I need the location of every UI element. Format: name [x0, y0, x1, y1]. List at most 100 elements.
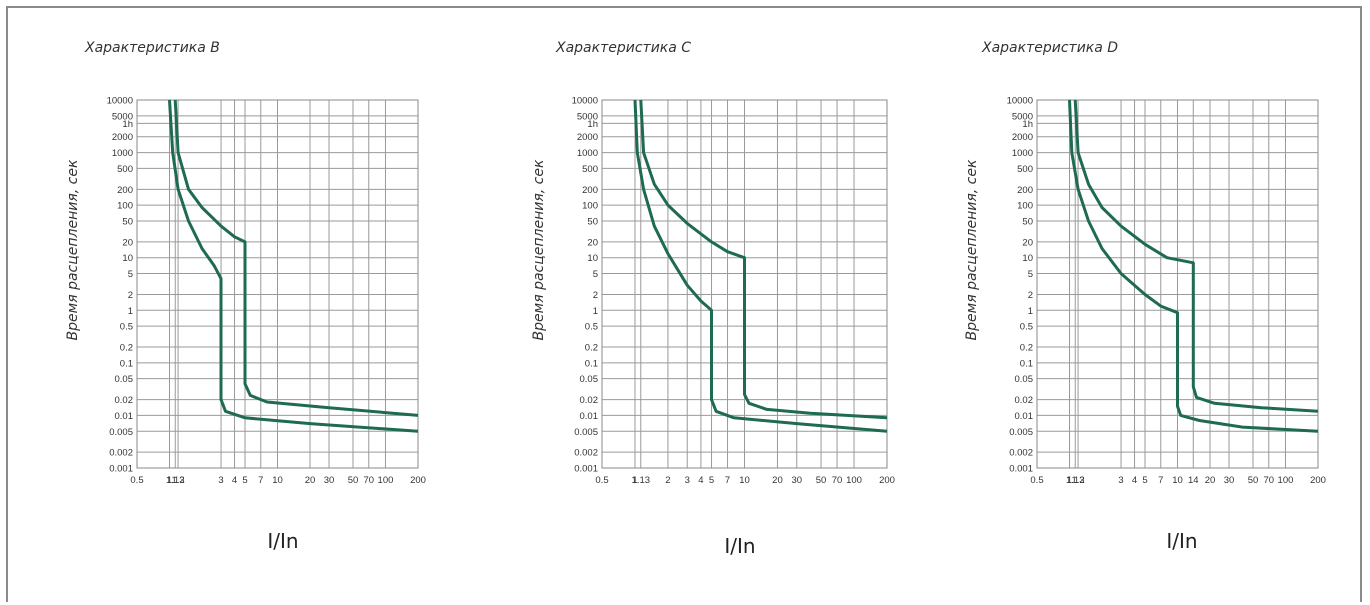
- y-tick-label: 10000: [1007, 96, 1033, 107]
- y-tick-label: 5: [128, 269, 133, 280]
- y-tick-label: 2: [593, 290, 598, 301]
- y-tick-label: 2: [128, 290, 133, 301]
- y-tick-label: 0.001: [574, 464, 598, 475]
- y-tick-label: 1: [128, 306, 133, 317]
- y-tick-label: 0.001: [109, 464, 133, 475]
- x-tick-label: 30: [791, 475, 802, 486]
- x-tick-label: 70: [1263, 475, 1274, 486]
- y-tick-label: 50: [1022, 216, 1033, 227]
- y-tick-label: 5000: [112, 111, 133, 122]
- x-tick-label: 1.13: [632, 475, 651, 486]
- lower-trip-curve: [633, 99, 888, 433]
- plot-border: [601, 99, 888, 469]
- x-tick-label: 0.5: [595, 475, 608, 486]
- x-tick-label: 7: [258, 475, 263, 486]
- x-tick-label: 50: [1248, 475, 1259, 486]
- x-tick-label: 1: [1067, 475, 1072, 486]
- y-tick-label: 0.002: [1009, 448, 1033, 459]
- y-tick-label: 1000: [112, 148, 133, 159]
- y-tick-label: 50: [587, 216, 598, 227]
- y-tick-label: 1000: [1012, 148, 1033, 159]
- upper-trip-curve: [173, 99, 419, 417]
- x-tick-label: 2: [665, 475, 670, 486]
- plot-border: [1036, 99, 1319, 469]
- y-tick-label: 50: [122, 216, 133, 227]
- figure-frame: [6, 6, 1362, 602]
- x-tick-label: 5: [1142, 475, 1147, 486]
- lower-trip-curve: [1068, 99, 1319, 433]
- y-tick-label: 0.005: [574, 427, 598, 438]
- upper-trip-curve: [1073, 99, 1319, 413]
- x-tick-label: 1: [167, 475, 172, 486]
- x-tick-label: 200: [410, 475, 426, 486]
- y-tick-label: 100: [117, 201, 133, 212]
- x-tick-label: 100: [378, 475, 394, 486]
- y-tick-label: 0.1: [1020, 358, 1033, 369]
- y-tick-label: 500: [1017, 164, 1033, 175]
- y-tick-label: 0.02: [115, 395, 134, 406]
- x-tick-label: 1.13: [1066, 475, 1085, 486]
- x-tick-label: 200: [1310, 475, 1326, 486]
- y-tick-label: 100: [582, 201, 598, 212]
- y-axis-label: Время расцепления, сек: [964, 159, 980, 340]
- x-tick-label: 30: [324, 475, 335, 486]
- x-axis-label: I/In: [1166, 529, 1197, 553]
- y-tick-label: 10: [122, 253, 133, 264]
- y-tick-label: 500: [117, 164, 133, 175]
- x-tick-label: 50: [816, 475, 827, 486]
- y-tick-label: 10000: [572, 96, 598, 107]
- x-axis-label: I/In: [267, 529, 298, 553]
- x-tick-label: 10: [1172, 475, 1183, 486]
- y-tick-label: 0.001: [1009, 464, 1033, 475]
- upper-trip-curve: [639, 99, 888, 420]
- plot-border: [136, 99, 419, 469]
- x-tick-label: 3: [685, 475, 690, 486]
- y-tick-label: 0.01: [580, 411, 599, 422]
- x-tick-label: 30: [1224, 475, 1235, 486]
- y-tick-label: 10000: [107, 96, 133, 107]
- y-tick-label: 2000: [577, 132, 598, 143]
- x-tick-label: 20: [772, 475, 783, 486]
- y-tick-label: 200: [1017, 185, 1033, 196]
- x-tick-label: 0.5: [1030, 475, 1043, 486]
- x-tick-label: 200: [879, 475, 895, 486]
- x-axis-label: I/In: [724, 534, 755, 558]
- y-tick-label: 0.05: [580, 374, 599, 385]
- y-tick-label: 100: [1017, 201, 1033, 212]
- y-axis-label: Время расцепления, сек: [531, 159, 547, 340]
- x-tick-label: 7: [725, 475, 730, 486]
- x-tick-label: 5: [242, 475, 247, 486]
- y-tick-label: 0.05: [115, 374, 134, 385]
- y-axis-label: Время расцепления, сек: [65, 159, 81, 340]
- y-tick-label: 1: [1028, 306, 1033, 317]
- x-tick-label: 20: [1205, 475, 1216, 486]
- y-tick-label: 0.5: [1020, 322, 1033, 333]
- lower-trip-curve: [168, 99, 419, 433]
- y-tick-label: 20: [587, 237, 598, 248]
- y-tick-label: 0.2: [120, 343, 133, 354]
- x-tick-label: 100: [846, 475, 862, 486]
- y-tick-label: 5: [593, 269, 598, 280]
- y-tick-label: 0.002: [109, 448, 133, 459]
- y-tick-label: 2000: [112, 132, 133, 143]
- y-tick-label: 1000: [577, 148, 598, 159]
- y-tick-label: 0.2: [1020, 343, 1033, 354]
- x-tick-label: 100: [1278, 475, 1294, 486]
- chart-title: Характеристика B: [84, 40, 220, 56]
- x-tick-label: 1.13: [166, 475, 185, 486]
- y-tick-label: 0.005: [1009, 427, 1033, 438]
- y-tick-label: 0.5: [585, 322, 598, 333]
- x-tick-label: 4: [698, 475, 703, 486]
- y-tick-label: 0.01: [115, 411, 134, 422]
- y-tick-label: 0.002: [574, 448, 598, 459]
- x-tick-label: 3: [1118, 475, 1123, 486]
- y-tick-label: 1h: [1022, 119, 1033, 130]
- y-tick-label: 2: [1028, 290, 1033, 301]
- y-tick-label: 10: [1022, 253, 1033, 264]
- x-tick-label: 3: [218, 475, 223, 486]
- chart-title: Характеристика C: [555, 40, 691, 56]
- y-tick-label: 0.02: [580, 395, 599, 406]
